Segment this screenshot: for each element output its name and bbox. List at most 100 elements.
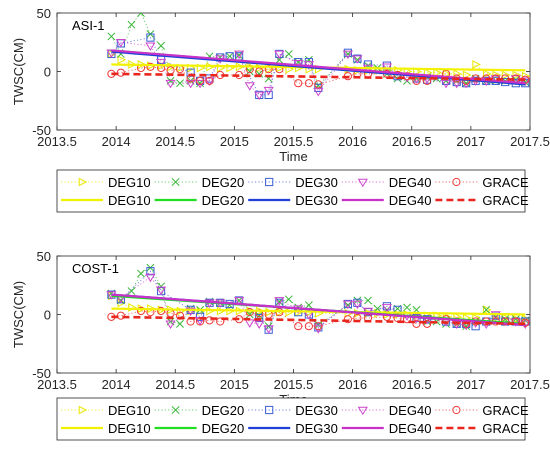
- data-point-deg20: [314, 81, 323, 90]
- legend-item-deg10: DEG10: [61, 403, 151, 418]
- legend: DEG10 DEG20 DEG30 DEG40 GRACE DEG10 DEG20 DEG30…: [56, 397, 529, 441]
- data-point-deg40: [342, 50, 353, 60]
- legend-item-deg30: DEG30: [248, 421, 338, 436]
- x-tick-label: 2013.5: [37, 134, 77, 149]
- data-point-deg20: [284, 295, 293, 304]
- data-point-deg40: [263, 325, 274, 334]
- legend-item-grace: GRACE: [435, 403, 529, 418]
- legend-label: DEG30: [295, 175, 338, 190]
- legend-label: GRACE: [482, 193, 529, 208]
- legend-marker-circle: [452, 405, 461, 415]
- legend-box: [56, 169, 526, 213]
- data-point-deg20: [304, 301, 313, 310]
- data-point-deg40: [244, 319, 255, 328]
- panel-label: ASI-1: [72, 18, 105, 33]
- x-tick-label: 2016: [338, 134, 367, 149]
- data-point-deg40: [313, 88, 324, 97]
- data-point-grace: [205, 316, 214, 325]
- legend-item-grace: GRACE: [435, 193, 529, 208]
- data-point-grace: [156, 306, 166, 316]
- data-point-deg40: [115, 38, 126, 48]
- legend-marker-circle: [452, 177, 461, 187]
- data-point-deg10: [501, 70, 511, 80]
- data-point-deg20: [127, 20, 136, 29]
- data-point-deg40: [263, 86, 274, 96]
- x-tick-label: 2017: [456, 134, 485, 149]
- data-point-deg30: [186, 68, 195, 77]
- data-point-grace: [314, 80, 323, 89]
- legend-item-deg40: DEG40: [341, 175, 431, 190]
- legend-item-deg40: DEG40: [341, 193, 431, 208]
- data-point-deg40: [234, 297, 245, 306]
- legend-label: DEG30: [295, 421, 338, 436]
- data-point-deg40: [234, 50, 245, 60]
- data-point-grace: [423, 319, 432, 328]
- legend-item-deg10: DEG10: [61, 421, 151, 436]
- data-point-deg40: [165, 320, 176, 330]
- data-point-deg20: [176, 319, 184, 328]
- plot-area: [106, 13, 530, 101]
- data-point-grace: [412, 319, 421, 328]
- legend-item-deg10: DEG10: [61, 193, 151, 208]
- data-point-deg40: [185, 79, 196, 89]
- chart-panel-1: 2013.5 2014 2014.5 2015 2015.5 2016 2016.5 2017…: [11, 6, 550, 213]
- x-tick-label: 2015.5: [274, 134, 314, 149]
- data-point-deg40: [244, 82, 255, 91]
- legend-marker-square: [265, 177, 274, 187]
- data-point-deg30: [314, 83, 323, 92]
- legend-label: DEG30: [295, 193, 338, 208]
- legend-item-deg20: DEG20: [154, 403, 244, 418]
- legend-label: DEG20: [202, 175, 245, 190]
- legend-marker-x: [171, 178, 180, 186]
- legend-label: DEG10: [108, 421, 151, 436]
- plot-area: [106, 263, 530, 334]
- x-tick-label: 2014.5: [155, 134, 195, 149]
- y-axis-title: TWSC(CM): [11, 281, 26, 348]
- data-point-deg40: [381, 304, 392, 313]
- legend-marker-triangle-right: [78, 177, 88, 187]
- data-point-deg40: [274, 50, 285, 60]
- legend-box: [56, 397, 526, 441]
- data-point-grace: [304, 322, 313, 331]
- x-tick-label: 2014: [102, 377, 131, 392]
- data-point-deg40: [451, 79, 462, 89]
- legend-label: DEG20: [202, 421, 245, 436]
- legend: DEG10 DEG20 DEG30 DEG40 GRACE DEG10 DEG20 DEG30…: [56, 169, 529, 213]
- series-points-grace: [107, 306, 530, 331]
- data-point-deg10: [433, 68, 442, 78]
- data-point-deg20: [482, 305, 491, 314]
- data-point-deg20: [157, 41, 166, 50]
- series-connector-deg30: [111, 270, 526, 331]
- legend-label: DEG10: [108, 175, 151, 190]
- y-tick-label: -50: [32, 366, 51, 381]
- legend-label: DEG40: [389, 403, 432, 418]
- trend-line-deg10: [111, 307, 526, 316]
- data-point-deg30: [146, 33, 155, 42]
- data-point-deg20: [373, 304, 382, 313]
- data-point-grace: [264, 65, 273, 74]
- data-point-deg40: [145, 42, 156, 51]
- data-point-deg40: [254, 320, 265, 330]
- data-point-deg20: [304, 55, 313, 64]
- data-point-deg40: [155, 286, 167, 296]
- data-point-deg20: [107, 32, 116, 41]
- data-point-deg10: [442, 69, 452, 79]
- data-point-grace: [216, 317, 225, 326]
- data-point-deg20: [284, 49, 293, 58]
- data-point-deg10: [462, 70, 472, 80]
- legend-marker-x: [171, 406, 180, 414]
- legend-item-deg30: DEG30: [248, 175, 338, 190]
- data-point-deg20: [403, 303, 411, 312]
- series-connector-deg40: [111, 41, 526, 96]
- data-point-grace: [294, 322, 303, 331]
- data-point-deg20: [137, 13, 145, 17]
- data-point-deg10: [482, 305, 492, 315]
- legend-item-deg30: DEG30: [248, 403, 338, 418]
- data-point-deg40: [145, 273, 156, 283]
- data-point-deg20: [314, 321, 323, 329]
- data-point-deg40: [274, 297, 285, 306]
- y-tick-label: 0: [44, 308, 51, 323]
- data-point-grace: [412, 76, 421, 85]
- legend-label: GRACE: [482, 175, 529, 190]
